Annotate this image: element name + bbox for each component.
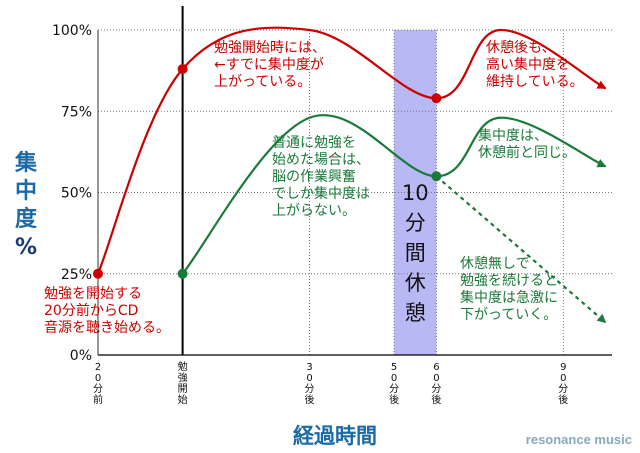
x-tick-label: 分 bbox=[389, 383, 399, 395]
x-tick-label: 分 bbox=[431, 383, 441, 395]
annotation-text: 始めた場合は、 bbox=[272, 152, 370, 168]
x-tick-label: 0 bbox=[560, 373, 566, 384]
data-point bbox=[431, 93, 442, 104]
x-tick-label: 始 bbox=[178, 393, 188, 406]
data-point bbox=[431, 171, 442, 182]
annotation-text: 休憩前と同じ。 bbox=[478, 144, 576, 161]
x-tick-label: 5 bbox=[391, 362, 397, 373]
x-tick-label: 分 bbox=[93, 383, 103, 395]
break-band-label: 休 bbox=[405, 271, 426, 295]
data-point bbox=[177, 64, 188, 74]
y-axis-label-char: 集 bbox=[14, 151, 37, 176]
annotation-text: 勉強を開始する bbox=[44, 286, 142, 302]
y-tick-label: 50% bbox=[61, 186, 92, 202]
annotation-text: 脳の作業興奮 bbox=[272, 169, 356, 185]
x-tick-label: 前 bbox=[93, 393, 103, 406]
annotation-text: でしか集中度は bbox=[272, 185, 370, 202]
annotation-text: 20分前からCD bbox=[44, 302, 138, 319]
x-tick-label: 後 bbox=[305, 393, 315, 406]
x-tick-label: 後 bbox=[558, 393, 568, 406]
y-tick-label: 0% bbox=[70, 348, 92, 364]
break-band-label: 間 bbox=[405, 241, 426, 265]
annotation-text: 高い集中度を bbox=[486, 56, 570, 73]
annotation-text: 下がっていく。 bbox=[460, 307, 557, 323]
y-tick-label: 25% bbox=[61, 267, 92, 283]
x-tick-label: 0 bbox=[306, 373, 312, 384]
y-axis-label-char: 度 bbox=[14, 207, 37, 232]
x-tick-label: 勉 bbox=[178, 360, 188, 373]
annotation-text: 上がっている。 bbox=[214, 74, 311, 90]
annotation-text: 普通に勉強を bbox=[272, 135, 356, 151]
annotation-text: 維持している。 bbox=[486, 74, 584, 90]
data-point bbox=[177, 268, 188, 279]
annotation-text: 上がらない。 bbox=[272, 203, 356, 219]
annotation-text: 勉強開始時には、 bbox=[214, 40, 326, 56]
break-band-label: 10 bbox=[402, 181, 429, 205]
x-tick-label: 強 bbox=[178, 371, 188, 384]
x-axis-label: 経過時間 bbox=[293, 424, 377, 448]
x-tick-label: 0 bbox=[433, 373, 439, 384]
y-axis-label: 集中度% bbox=[4, 150, 48, 262]
x-tick-label: 分 bbox=[558, 383, 568, 395]
brand-text: resonance music bbox=[525, 432, 632, 447]
x-tick-label: 6 bbox=[433, 362, 439, 373]
y-axis-label-char: % bbox=[14, 235, 38, 260]
data-point bbox=[93, 268, 103, 279]
y-axis-label-char: 中 bbox=[14, 179, 37, 204]
x-tick-label: 後 bbox=[389, 393, 399, 406]
x-tick-label: 後 bbox=[431, 393, 441, 406]
series-line-0 bbox=[96, 26, 607, 275]
annotation-text: 集中度は、 bbox=[478, 127, 548, 144]
break-band-label: 憩 bbox=[405, 301, 426, 325]
x-tick-label: 開 bbox=[178, 383, 188, 395]
x-tick-label: 0 bbox=[391, 373, 397, 384]
x-tick-label: 9 bbox=[560, 362, 566, 373]
x-tick-label: 分 bbox=[305, 383, 315, 395]
series-line-1 bbox=[181, 114, 607, 275]
break-band-label: 分 bbox=[405, 211, 426, 235]
annotation-text: 休憩無しで bbox=[460, 255, 530, 272]
annotation-text: 集中度は急激に bbox=[460, 289, 558, 306]
x-tick-label: 2 bbox=[95, 362, 101, 373]
y-tick-label: 75% bbox=[61, 104, 92, 120]
annotation-text: 休憩後も、 bbox=[486, 39, 556, 56]
x-tick-label: 3 bbox=[306, 362, 312, 373]
y-tick-label: 100% bbox=[52, 23, 92, 39]
annotation-text: 音源を聴き始める。 bbox=[44, 319, 170, 336]
annotation-text: 勉強を続けると bbox=[460, 272, 558, 289]
series-line-2 bbox=[435, 175, 607, 324]
annotation-text: ←すでに集中度が bbox=[214, 56, 324, 73]
x-tick-label: 0 bbox=[95, 373, 101, 384]
